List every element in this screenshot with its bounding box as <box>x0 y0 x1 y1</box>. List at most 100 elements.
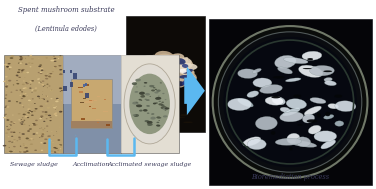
Ellipse shape <box>5 140 7 141</box>
Ellipse shape <box>16 101 18 102</box>
Bar <box>62 55 121 104</box>
Ellipse shape <box>253 78 272 88</box>
Ellipse shape <box>158 120 160 121</box>
Ellipse shape <box>259 85 282 94</box>
Ellipse shape <box>11 142 12 143</box>
Ellipse shape <box>24 114 26 115</box>
Ellipse shape <box>20 90 21 91</box>
Ellipse shape <box>323 70 332 72</box>
Ellipse shape <box>17 83 19 84</box>
Ellipse shape <box>13 123 16 124</box>
Ellipse shape <box>168 83 179 89</box>
Ellipse shape <box>156 125 160 127</box>
Ellipse shape <box>3 145 6 146</box>
Bar <box>5 55 62 153</box>
Ellipse shape <box>272 97 285 105</box>
Ellipse shape <box>53 56 55 57</box>
Ellipse shape <box>135 91 138 93</box>
Ellipse shape <box>28 100 31 101</box>
Ellipse shape <box>238 69 258 78</box>
Ellipse shape <box>23 95 24 96</box>
Ellipse shape <box>247 139 266 150</box>
Ellipse shape <box>286 99 306 109</box>
Ellipse shape <box>21 121 24 123</box>
Ellipse shape <box>307 58 313 60</box>
Ellipse shape <box>144 55 160 62</box>
Ellipse shape <box>38 72 40 73</box>
Bar <box>85 93 89 98</box>
Ellipse shape <box>8 100 11 102</box>
Ellipse shape <box>41 117 42 118</box>
Ellipse shape <box>150 117 156 120</box>
Ellipse shape <box>41 98 44 100</box>
Ellipse shape <box>183 69 193 74</box>
Ellipse shape <box>20 150 23 152</box>
Ellipse shape <box>59 69 62 70</box>
Ellipse shape <box>304 106 321 115</box>
Ellipse shape <box>50 90 53 91</box>
Ellipse shape <box>53 67 56 68</box>
Ellipse shape <box>3 117 6 119</box>
Ellipse shape <box>161 60 185 67</box>
Ellipse shape <box>27 130 30 132</box>
Ellipse shape <box>170 68 184 72</box>
Ellipse shape <box>180 114 187 116</box>
Ellipse shape <box>170 59 176 66</box>
Ellipse shape <box>9 125 11 126</box>
Ellipse shape <box>160 82 162 83</box>
Ellipse shape <box>158 96 159 97</box>
Ellipse shape <box>144 82 147 84</box>
Ellipse shape <box>168 62 179 67</box>
Ellipse shape <box>30 111 33 112</box>
Ellipse shape <box>28 62 30 64</box>
Ellipse shape <box>238 98 253 107</box>
Text: Bioremediation process: Bioremediation process <box>251 173 329 181</box>
Bar <box>73 73 77 79</box>
Ellipse shape <box>7 129 10 130</box>
Ellipse shape <box>145 93 150 96</box>
Ellipse shape <box>132 102 139 105</box>
Ellipse shape <box>57 150 59 151</box>
Text: (Lentinula edodes): (Lentinula edodes) <box>35 25 97 33</box>
Ellipse shape <box>334 94 342 98</box>
Ellipse shape <box>151 89 155 91</box>
Ellipse shape <box>13 132 15 133</box>
Ellipse shape <box>161 73 170 77</box>
Ellipse shape <box>162 73 170 76</box>
Ellipse shape <box>41 98 44 100</box>
Ellipse shape <box>274 55 296 68</box>
Ellipse shape <box>35 108 38 110</box>
Ellipse shape <box>58 65 61 67</box>
Ellipse shape <box>138 99 142 101</box>
Ellipse shape <box>24 149 27 150</box>
Ellipse shape <box>335 121 344 126</box>
Ellipse shape <box>46 84 49 85</box>
Ellipse shape <box>19 63 22 64</box>
Ellipse shape <box>55 112 57 114</box>
Ellipse shape <box>45 114 48 115</box>
Ellipse shape <box>39 72 42 73</box>
Ellipse shape <box>47 107 50 109</box>
Ellipse shape <box>156 64 164 69</box>
Ellipse shape <box>24 120 25 121</box>
Ellipse shape <box>145 75 166 87</box>
Ellipse shape <box>177 67 179 68</box>
Ellipse shape <box>302 51 322 60</box>
Ellipse shape <box>40 68 43 70</box>
Ellipse shape <box>13 139 16 140</box>
Ellipse shape <box>321 140 336 149</box>
Ellipse shape <box>39 108 43 110</box>
Bar <box>85 101 90 103</box>
Ellipse shape <box>57 99 59 100</box>
Bar <box>63 70 65 73</box>
Ellipse shape <box>41 136 44 137</box>
Ellipse shape <box>41 70 44 71</box>
Ellipse shape <box>27 83 29 84</box>
Ellipse shape <box>162 93 165 94</box>
Ellipse shape <box>30 66 32 67</box>
Ellipse shape <box>14 141 15 142</box>
Ellipse shape <box>25 64 27 65</box>
Ellipse shape <box>11 92 12 93</box>
Ellipse shape <box>35 88 37 89</box>
Bar <box>78 87 83 88</box>
